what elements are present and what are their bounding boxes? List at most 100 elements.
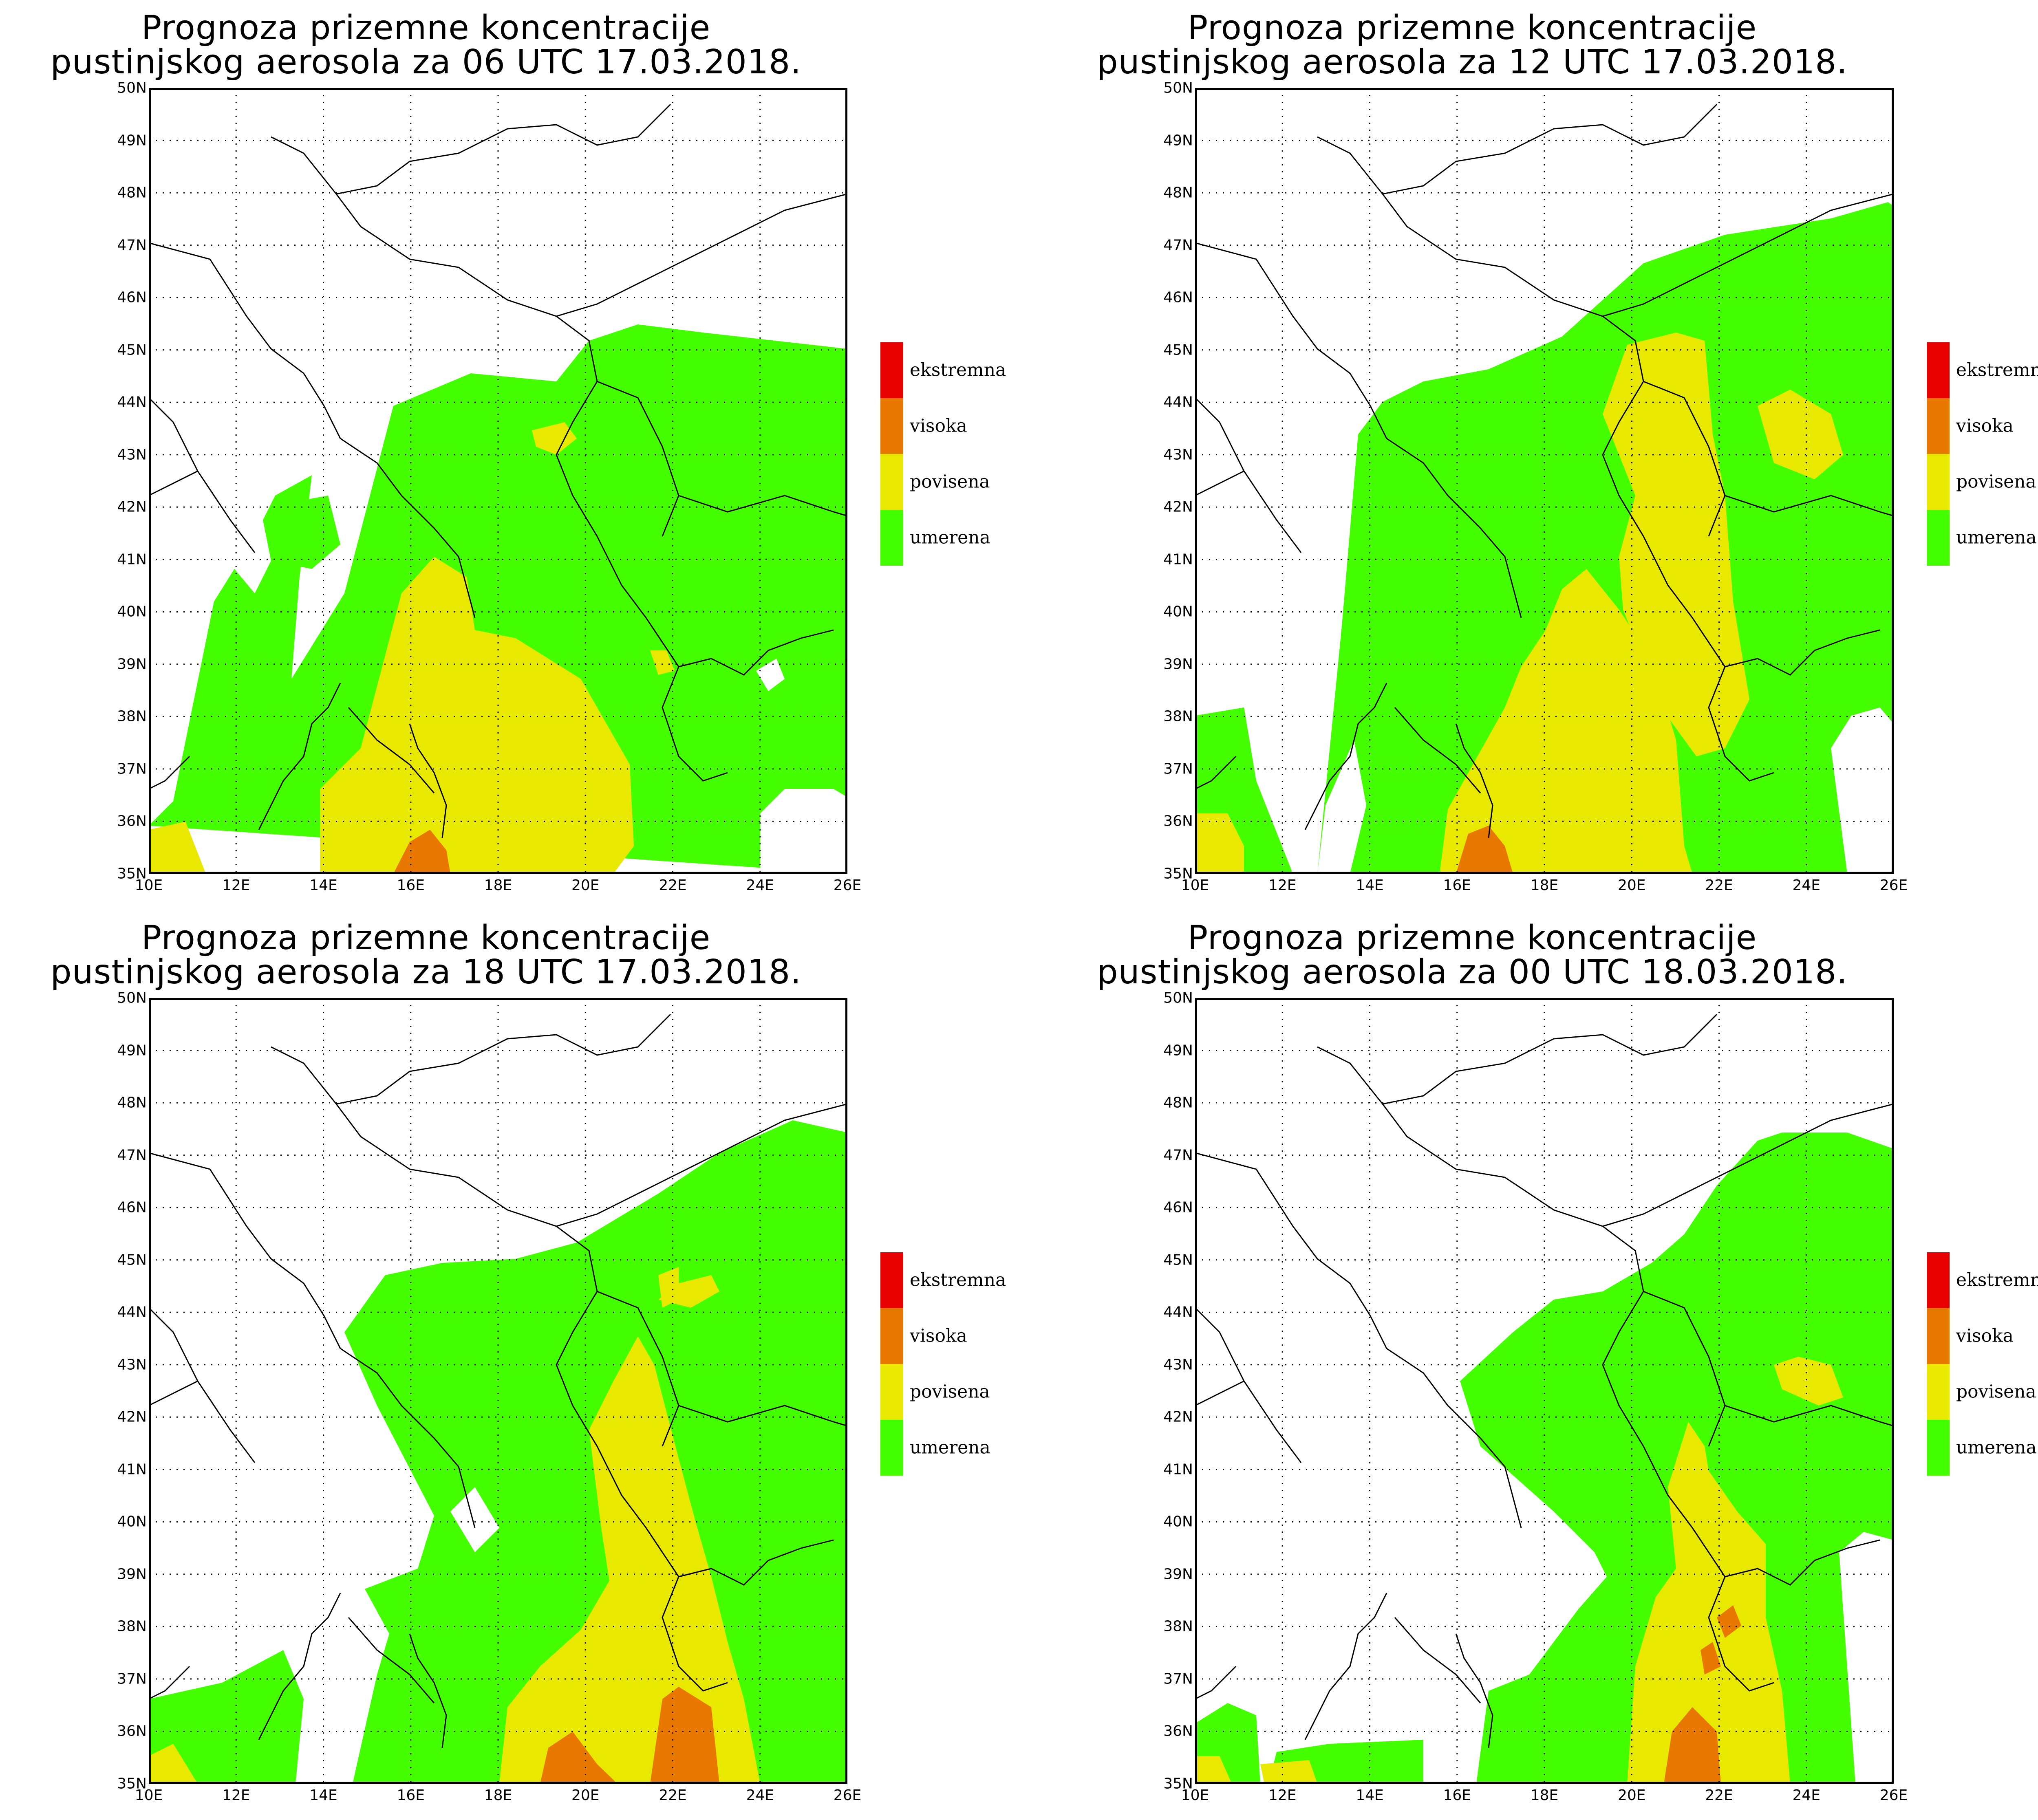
longitude-label: 14E [309,1787,337,1804]
border-line [1382,1103,1894,1227]
legend-label-umerena: umerena [910,527,990,548]
legend-label-ekstremna: ekstremna [910,1269,1006,1291]
latitude-label: 50N [117,989,147,1007]
longitude-label: 12E [222,877,250,894]
border-line [678,1405,847,1427]
visoka-area [1701,1642,1721,1675]
povisena-area [149,822,206,874]
longitude-label: 16E [397,877,425,894]
latitude-label: 43N [117,1356,147,1373]
latitude-label: 46N [1163,289,1193,306]
latitude-label: 45N [117,1252,147,1269]
latitude-label: 50N [1163,79,1193,97]
panel-title-line2: pustinjskog aerosola za 06 UTC 17.03.201… [50,43,802,82]
longitude-label: 12E [1268,877,1297,894]
longitude-label: 18E [484,877,512,894]
border-line [1725,629,1880,676]
latitude-label: 37N [117,760,147,778]
legend-label-visoka: visoka [910,415,967,436]
latitude-label: 42N [117,498,147,516]
legend-label-visoka: visoka [1956,1325,2014,1346]
latitude-label: 39N [1163,656,1193,673]
visoka-area [650,1687,719,1784]
latitude-label: 48N [1163,1094,1193,1111]
legend-label-povisena: povisena [1956,471,2036,492]
visoka-area [1664,1707,1721,1784]
forecast-panel-12utc: Prognoza prizemne koncentracije pustinjs… [1046,0,2038,910]
latitude-label: 48N [1163,184,1193,201]
border-line [1725,1539,1880,1586]
povisena-area [499,1336,760,1784]
longitude-label: 20E [1617,1787,1646,1804]
visoka-area [1456,826,1513,874]
longitude-label: 14E [1356,1787,1384,1804]
latitude-label: 36N [117,1723,147,1740]
latitude-label: 44N [117,1304,147,1321]
border-line [678,629,834,676]
povisena-area [149,1744,198,1784]
border-line [1382,193,1894,317]
latitude-label: 39N [117,656,147,673]
border-line [678,495,847,517]
povisena-area [320,557,634,874]
longitude-label: 24E [1792,877,1821,894]
legend-label-umerena: umerena [1956,1437,2037,1458]
longitude-label: 20E [1617,877,1646,894]
latitude-label: 41N [1163,1461,1193,1478]
latitude-label: 44N [1163,394,1193,411]
longitude-label: 14E [1356,877,1384,894]
latitude-label: 37N [117,1670,147,1688]
longitude-label: 16E [397,1787,425,1804]
border-line [1195,1152,1522,1528]
umerena-area [267,496,340,569]
longitude-label: 26E [1879,877,1908,894]
povisena-area [650,650,675,675]
border-line [1195,1666,1237,1700]
latitude-label: 44N [117,394,147,411]
longitude-label: 14E [309,877,337,894]
forecast-panel-18utc: Prognoza prizemne koncentracije pustinjs… [0,910,1046,1820]
latitude-label: 38N [1163,1618,1193,1635]
concentration-map [1195,88,1894,874]
longitude-label: 10E [1181,877,1209,894]
legend-label-umerena: umerena [910,1437,990,1458]
latitude-label: 41N [117,551,147,568]
clear-area [760,789,847,874]
border-line [149,242,476,618]
latitude-label: 38N [1163,708,1193,725]
border-line [271,1014,671,1105]
latitude-label: 50N [1163,989,1193,1007]
concentration-map [1195,998,1894,1784]
povisena-area [532,422,577,455]
longitude-label: 18E [1530,877,1559,894]
povisena-area [658,1267,679,1308]
border-line [1725,1405,1894,1427]
border-line [348,1617,435,1703]
latitude-label: 41N [1163,551,1193,568]
border-line [149,1307,256,1463]
latitude-label: 40N [117,1513,147,1530]
longitude-label: 20E [571,877,600,894]
legend-label-ekstremna: ekstremna [910,359,1006,381]
latitude-label: 45N [1163,1252,1193,1269]
latitude-label: 38N [117,1618,147,1635]
clear-area [1317,740,1366,874]
legend-label-povisena: povisena [910,1381,990,1402]
latitude-label: 40N [1163,603,1193,620]
panel-title-line1: Prognoza prizemne koncentracije [1187,9,1757,47]
latitude-label: 43N [117,446,147,463]
border-line [271,104,671,195]
longitude-label: 24E [1792,1787,1821,1804]
povisena-area [1603,333,1749,756]
border-line [335,1103,847,1227]
latitude-label: 43N [1163,446,1193,463]
umerena-area [1460,1133,1894,1784]
povisena-area [1260,1760,1317,1784]
longitude-label: 22E [1705,1787,1733,1804]
border-line [556,1225,598,1447]
longitude-label: 10E [135,877,163,894]
latitude-label: 35N [1163,1775,1193,1792]
umerena-area [1317,202,1894,874]
panel-title-line2: pustinjskog aerosola za 18 UTC 17.03.201… [50,953,802,992]
povisena-area [1195,813,1244,874]
